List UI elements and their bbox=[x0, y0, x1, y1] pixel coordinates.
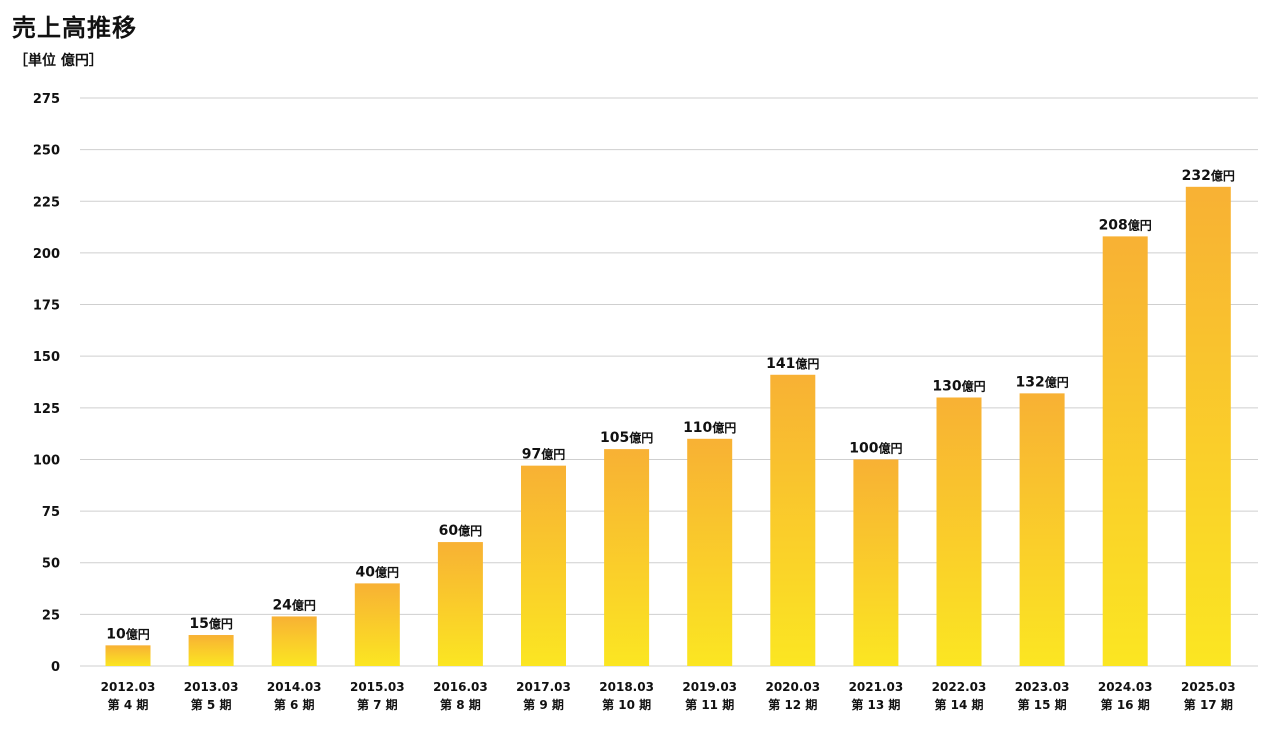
x-period-label: 第 10 期 bbox=[602, 697, 651, 712]
y-tick-label: 75 bbox=[42, 505, 60, 520]
y-tick-label: 200 bbox=[33, 247, 60, 262]
y-tick-label: 0 bbox=[51, 660, 60, 675]
data-labels: 10億円 15億円 24億円 40億円 60億円 97億円 105億円 110億円 141億円 1… bbox=[106, 168, 1235, 643]
x-period-label: 第 5 期 bbox=[191, 697, 232, 712]
y-tick-label: 100 bbox=[33, 453, 60, 468]
x-period-label: 第 16 期 bbox=[1101, 697, 1150, 712]
data-label: 132億円 bbox=[1015, 374, 1068, 390]
data-label: 110億円 bbox=[683, 420, 736, 436]
y-tick-label: 275 bbox=[33, 92, 60, 107]
bar bbox=[1102, 236, 1148, 667]
y-tick-label: 125 bbox=[33, 402, 60, 417]
data-label: 141億円 bbox=[766, 356, 819, 372]
bar bbox=[853, 459, 899, 666]
x-period-label: 第 17 期 bbox=[1184, 697, 1233, 712]
x-period-label: 第 15 期 bbox=[1018, 697, 1067, 712]
x-tick-label: 2013.03 bbox=[184, 680, 239, 694]
x-period-label: 第 14 期 bbox=[934, 697, 983, 712]
x-tick-label: 2019.03 bbox=[682, 680, 737, 694]
x-tick-label: 2014.03 bbox=[267, 680, 322, 694]
data-label: 105億円 bbox=[600, 430, 653, 446]
x-tick-label: 2022.03 bbox=[932, 680, 987, 694]
x-tick-label: 2025.03 bbox=[1181, 680, 1236, 694]
x-tick-label: 2020.03 bbox=[765, 680, 820, 694]
x-tick-label: 2018.03 bbox=[599, 680, 654, 694]
bar bbox=[437, 542, 483, 666]
bar bbox=[936, 397, 982, 666]
y-tick-label: 250 bbox=[33, 144, 60, 159]
x-axis: 2012.03 第 4 期 2013.03 第 5 期 2014.03 第 6 期 2015… bbox=[101, 680, 1236, 712]
x-tick-label: 2015.03 bbox=[350, 680, 405, 694]
data-label: 232億円 bbox=[1182, 168, 1235, 184]
data-label: 24億円 bbox=[272, 597, 316, 613]
y-tick-label: 25 bbox=[42, 608, 60, 623]
x-period-label: 第 8 期 bbox=[440, 697, 481, 712]
bar bbox=[105, 645, 151, 666]
bar bbox=[687, 438, 733, 666]
data-label: 60億円 bbox=[439, 523, 483, 539]
bar bbox=[521, 465, 566, 666]
x-period-label: 第 7 期 bbox=[357, 697, 398, 712]
y-tick-label: 225 bbox=[33, 195, 60, 210]
unit-label: ［単位 億円］ bbox=[14, 53, 103, 69]
bar bbox=[1185, 186, 1231, 666]
y-tick-label: 50 bbox=[42, 557, 60, 572]
bars bbox=[105, 186, 1231, 667]
data-label: 130億円 bbox=[932, 378, 985, 394]
data-label: 208億円 bbox=[1099, 217, 1152, 233]
bar bbox=[354, 583, 400, 666]
bar bbox=[770, 374, 816, 666]
x-tick-label: 2024.03 bbox=[1098, 680, 1153, 694]
x-tick-label: 2017.03 bbox=[516, 680, 571, 694]
x-period-label: 第 11 期 bbox=[685, 697, 734, 712]
data-label: 40億円 bbox=[356, 564, 400, 580]
data-label: 15億円 bbox=[189, 616, 233, 632]
x-tick-label: 2023.03 bbox=[1015, 680, 1070, 694]
x-tick-label: 2021.03 bbox=[849, 680, 904, 694]
data-label: 97億円 bbox=[522, 447, 566, 463]
data-label: 10億円 bbox=[106, 626, 150, 642]
bar bbox=[1019, 393, 1065, 666]
gridlines bbox=[80, 97, 1258, 667]
x-period-label: 第 13 期 bbox=[851, 697, 900, 712]
x-period-label: 第 6 期 bbox=[274, 697, 315, 712]
y-axis: 0 25 50 75 100 125 150 175 200 225 250 275 bbox=[33, 92, 60, 675]
x-period-label: 第 4 期 bbox=[108, 697, 149, 712]
x-tick-label: 2012.03 bbox=[101, 680, 156, 694]
x-tick-label: 2016.03 bbox=[433, 680, 488, 694]
y-tick-label: 175 bbox=[33, 299, 60, 314]
data-label: 100億円 bbox=[849, 440, 902, 456]
chart-title: 売上高推移 bbox=[12, 14, 137, 42]
bar bbox=[271, 616, 317, 666]
x-period-label: 第 9 期 bbox=[523, 697, 564, 712]
bar bbox=[188, 635, 234, 666]
y-tick-label: 150 bbox=[33, 350, 60, 365]
bar bbox=[604, 449, 650, 666]
x-period-label: 第 12 期 bbox=[768, 697, 817, 712]
